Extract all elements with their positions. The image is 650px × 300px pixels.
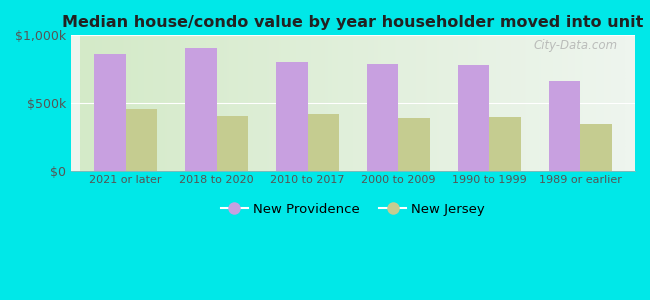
Bar bbox=[216, 116, 248, 171]
Bar bbox=[367, 64, 398, 171]
Text: City-Data.com: City-Data.com bbox=[534, 39, 618, 52]
Bar bbox=[458, 65, 489, 171]
Bar bbox=[580, 124, 612, 171]
Bar bbox=[94, 54, 125, 171]
Bar bbox=[307, 115, 339, 171]
Bar bbox=[489, 117, 521, 171]
Bar bbox=[398, 118, 430, 171]
Bar bbox=[185, 47, 216, 171]
Title: Median house/condo value by year householder moved into unit: Median house/condo value by year househo… bbox=[62, 15, 644, 30]
Bar bbox=[549, 81, 580, 171]
Bar bbox=[125, 109, 157, 171]
Legend: New Providence, New Jersey: New Providence, New Jersey bbox=[216, 197, 490, 221]
Bar bbox=[276, 62, 307, 171]
